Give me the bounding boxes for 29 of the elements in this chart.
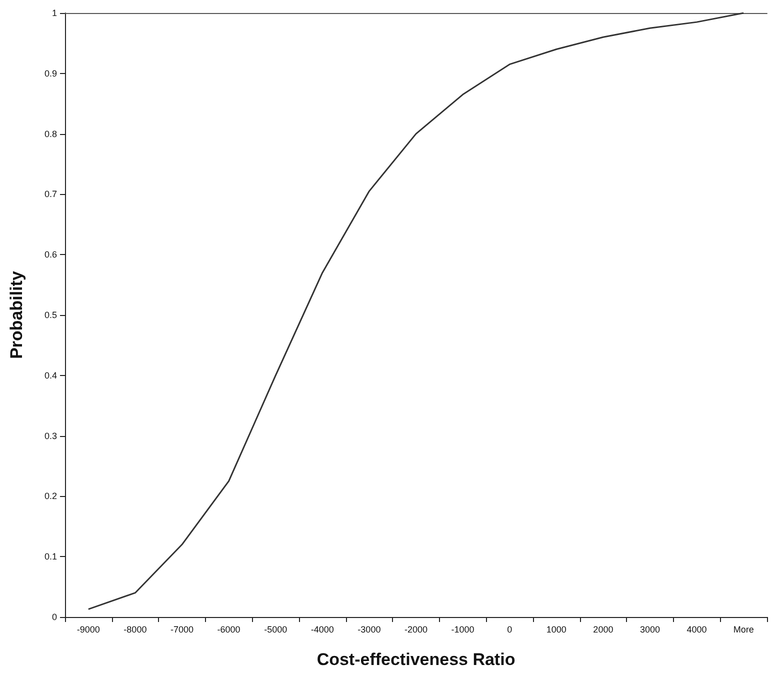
y-tick-label: 0.3 <box>44 430 57 441</box>
x-tick-label: -2000 <box>404 624 428 634</box>
y-tick-label: 0.1 <box>44 552 57 562</box>
y-axis-title: Probability <box>7 270 26 359</box>
x-axis-title: Cost-effectiveness Ratio <box>316 650 516 669</box>
x-tick-label: 3000 <box>640 624 660 634</box>
x-tick-label: -7000 <box>170 624 194 634</box>
y-tick-label: 1 <box>52 8 57 18</box>
x-tick-label: -5000 <box>264 624 288 634</box>
y-tick-label: 0.9 <box>44 68 57 78</box>
x-tick-label: -9000 <box>76 624 100 634</box>
x-tick-label: -3000 <box>358 624 381 634</box>
y-tick-label: 0.7 <box>44 189 57 200</box>
y-tick-label: 0.4 <box>44 370 57 380</box>
x-tick-label: -8000 <box>124 624 147 634</box>
line-series <box>88 12 744 610</box>
x-tick-label: More <box>733 624 754 634</box>
y-tick-label: 0.5 <box>44 310 57 320</box>
x-tick-label: 4000 <box>686 624 707 634</box>
x-tick-label: 1000 <box>546 624 566 634</box>
x-tick-label: -4000 <box>310 624 334 634</box>
x-tick-label: 0 <box>507 624 512 634</box>
y-tick-label: 0.8 <box>44 128 57 139</box>
x-tick-label: 2000 <box>593 624 614 634</box>
y-tick-label: 0 <box>52 612 57 622</box>
x-tick-label: -6000 <box>217 624 240 634</box>
y-tick-label: 0.2 <box>44 491 57 502</box>
x-tick-label: -1000 <box>451 624 474 634</box>
y-tick-label: 0.6 <box>44 250 57 260</box>
